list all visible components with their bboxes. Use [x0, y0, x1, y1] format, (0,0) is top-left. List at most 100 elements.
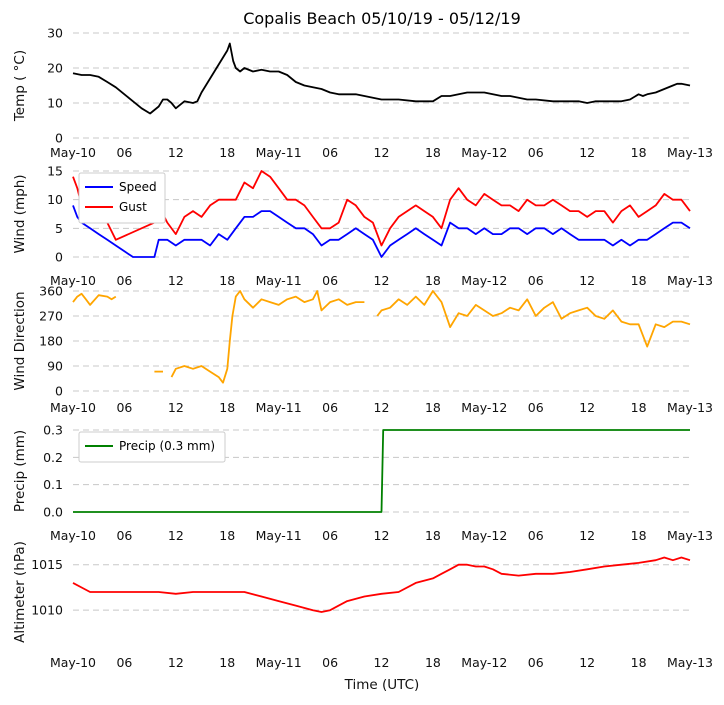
dir-ytick-label: 270 [39, 309, 63, 324]
x-axis-label: Time (UTC) [344, 677, 420, 693]
alt-xtick-label: 06 [528, 655, 544, 670]
alt-xtick-label: May-10 [50, 655, 96, 670]
precip-ytick-label: 0.3 [43, 423, 63, 438]
dir-series-line-direction [72, 292, 117, 306]
alt-xtick-label: 12 [168, 655, 184, 670]
wind-xtick-label: May-11 [256, 273, 302, 288]
dir-xtick-label: May-11 [256, 400, 302, 415]
alt-xtick-label: 18 [425, 655, 441, 670]
dir-xtick-label: May-13 [667, 400, 713, 415]
wind-ytick-label: 0 [55, 250, 63, 265]
temp-xtick-label: May-12 [461, 145, 507, 160]
wind-xtick-label: 18 [631, 273, 647, 288]
precip-xtick-label: 06 [322, 528, 338, 543]
temp-ytick-label: 30 [47, 26, 63, 41]
precip-xtick-label: May-12 [461, 528, 507, 543]
precip-y-axis-label: Precip (mm) [12, 430, 28, 512]
dir-series-line-direction [170, 290, 365, 384]
dir-xtick-label: 18 [425, 400, 441, 415]
temp-xtick-label: 12 [579, 145, 595, 160]
precip-xtick-label: 18 [425, 528, 441, 543]
wind-y-axis-label: Wind (mph) [12, 174, 28, 253]
alt-xtick-label: May-12 [461, 655, 507, 670]
dir-xtick-label: May-10 [50, 400, 96, 415]
wind-legend-box [78, 172, 166, 224]
wind-xtick-label: May-10 [50, 273, 96, 288]
temp-xtick-label: May-11 [256, 145, 302, 160]
dir-ytick-label: 0 [55, 384, 63, 399]
wind-legend-label: Speed [119, 180, 157, 194]
precip-xtick-label: 12 [579, 528, 595, 543]
temp-xtick-label: 18 [219, 145, 235, 160]
dir-ytick-label: 90 [47, 359, 63, 374]
wind-ytick-label: 10 [47, 192, 63, 207]
wind-ytick-label: 5 [55, 221, 63, 236]
temp-xtick-label: 06 [528, 145, 544, 160]
precip-xtick-label: May-11 [256, 528, 302, 543]
wind-legend-label: Gust [119, 200, 147, 214]
chart-title: Copalis Beach 05/10/19 - 05/12/19 [243, 9, 521, 28]
alt-xtick-label: May-13 [667, 655, 713, 670]
precip-xtick-label: 18 [219, 528, 235, 543]
dir-xtick-label: May-12 [461, 400, 507, 415]
precip-xtick-label: 12 [374, 528, 390, 543]
dir-series-line-direction [376, 290, 691, 348]
temp-ytick-label: 0 [55, 131, 63, 146]
wind-series-line-speed [72, 205, 691, 258]
precip-xtick-label: May-13 [667, 528, 713, 543]
precip-xtick-label: May-10 [50, 528, 96, 543]
wind-xtick-label: 18 [425, 273, 441, 288]
temp-xtick-label: May-10 [50, 145, 96, 160]
dir-xtick-label: 12 [168, 400, 184, 415]
precip-ytick-label: 0.1 [43, 477, 63, 492]
dir-xtick-label: 12 [579, 400, 595, 415]
alt-xtick-label: 12 [579, 655, 595, 670]
dir-xtick-label: 18 [219, 400, 235, 415]
temp-xtick-label: May-13 [667, 145, 713, 160]
precip-xtick-label: 06 [528, 528, 544, 543]
alt-ytick-label: 1010 [31, 603, 63, 618]
wind-xtick-label: 18 [219, 273, 235, 288]
alt-xtick-label: 06 [116, 655, 132, 670]
dir-ytick-label: 360 [39, 284, 63, 299]
temp-xtick-label: 12 [374, 145, 390, 160]
precip-xtick-label: 06 [116, 528, 132, 543]
wind-xtick-label: 12 [374, 273, 390, 288]
temp-series-line-temp [72, 42, 691, 115]
alt-xtick-label: 18 [219, 655, 235, 670]
wind-ytick-label: 15 [47, 164, 63, 179]
wind-series-line-gust [72, 170, 691, 247]
wind-xtick-label: 06 [528, 273, 544, 288]
alt-xtick-label: 18 [631, 655, 647, 670]
precip-legend-box [78, 431, 226, 463]
alt-y-axis-label: Altimeter (hPa) [12, 541, 28, 643]
precip-legend-label: Precip (0.3 mm) [119, 439, 215, 453]
temp-xtick-label: 12 [168, 145, 184, 160]
alt-xtick-label: May-11 [256, 655, 302, 670]
wind-xtick-label: May-13 [667, 273, 713, 288]
temp-y-axis-label: Temp ( °C) [12, 50, 28, 122]
wind-xtick-label: 06 [322, 273, 338, 288]
alt-ytick-label: 1015 [31, 557, 63, 572]
alt-xtick-label: 12 [374, 655, 390, 670]
temp-xtick-label: 06 [322, 145, 338, 160]
wind-xtick-label: May-12 [461, 273, 507, 288]
precip-ytick-label: 0.2 [43, 450, 63, 465]
temp-xtick-label: 06 [116, 145, 132, 160]
temp-xtick-label: 18 [631, 145, 647, 160]
wind-xtick-label: 12 [579, 273, 595, 288]
dir-xtick-label: 06 [322, 400, 338, 415]
dir-xtick-label: 18 [631, 400, 647, 415]
wind-xtick-label: 06 [116, 273, 132, 288]
alt-xtick-label: 06 [322, 655, 338, 670]
temp-ytick-label: 10 [47, 96, 63, 111]
dir-xtick-label: 06 [116, 400, 132, 415]
alt-series-line-altimeter [72, 556, 691, 613]
dir-ytick-label: 180 [39, 334, 63, 349]
precip-xtick-label: 12 [168, 528, 184, 543]
dir-xtick-label: 06 [528, 400, 544, 415]
temp-ytick-label: 20 [47, 61, 63, 76]
dir-y-axis-label: Wind Direction [12, 291, 28, 390]
